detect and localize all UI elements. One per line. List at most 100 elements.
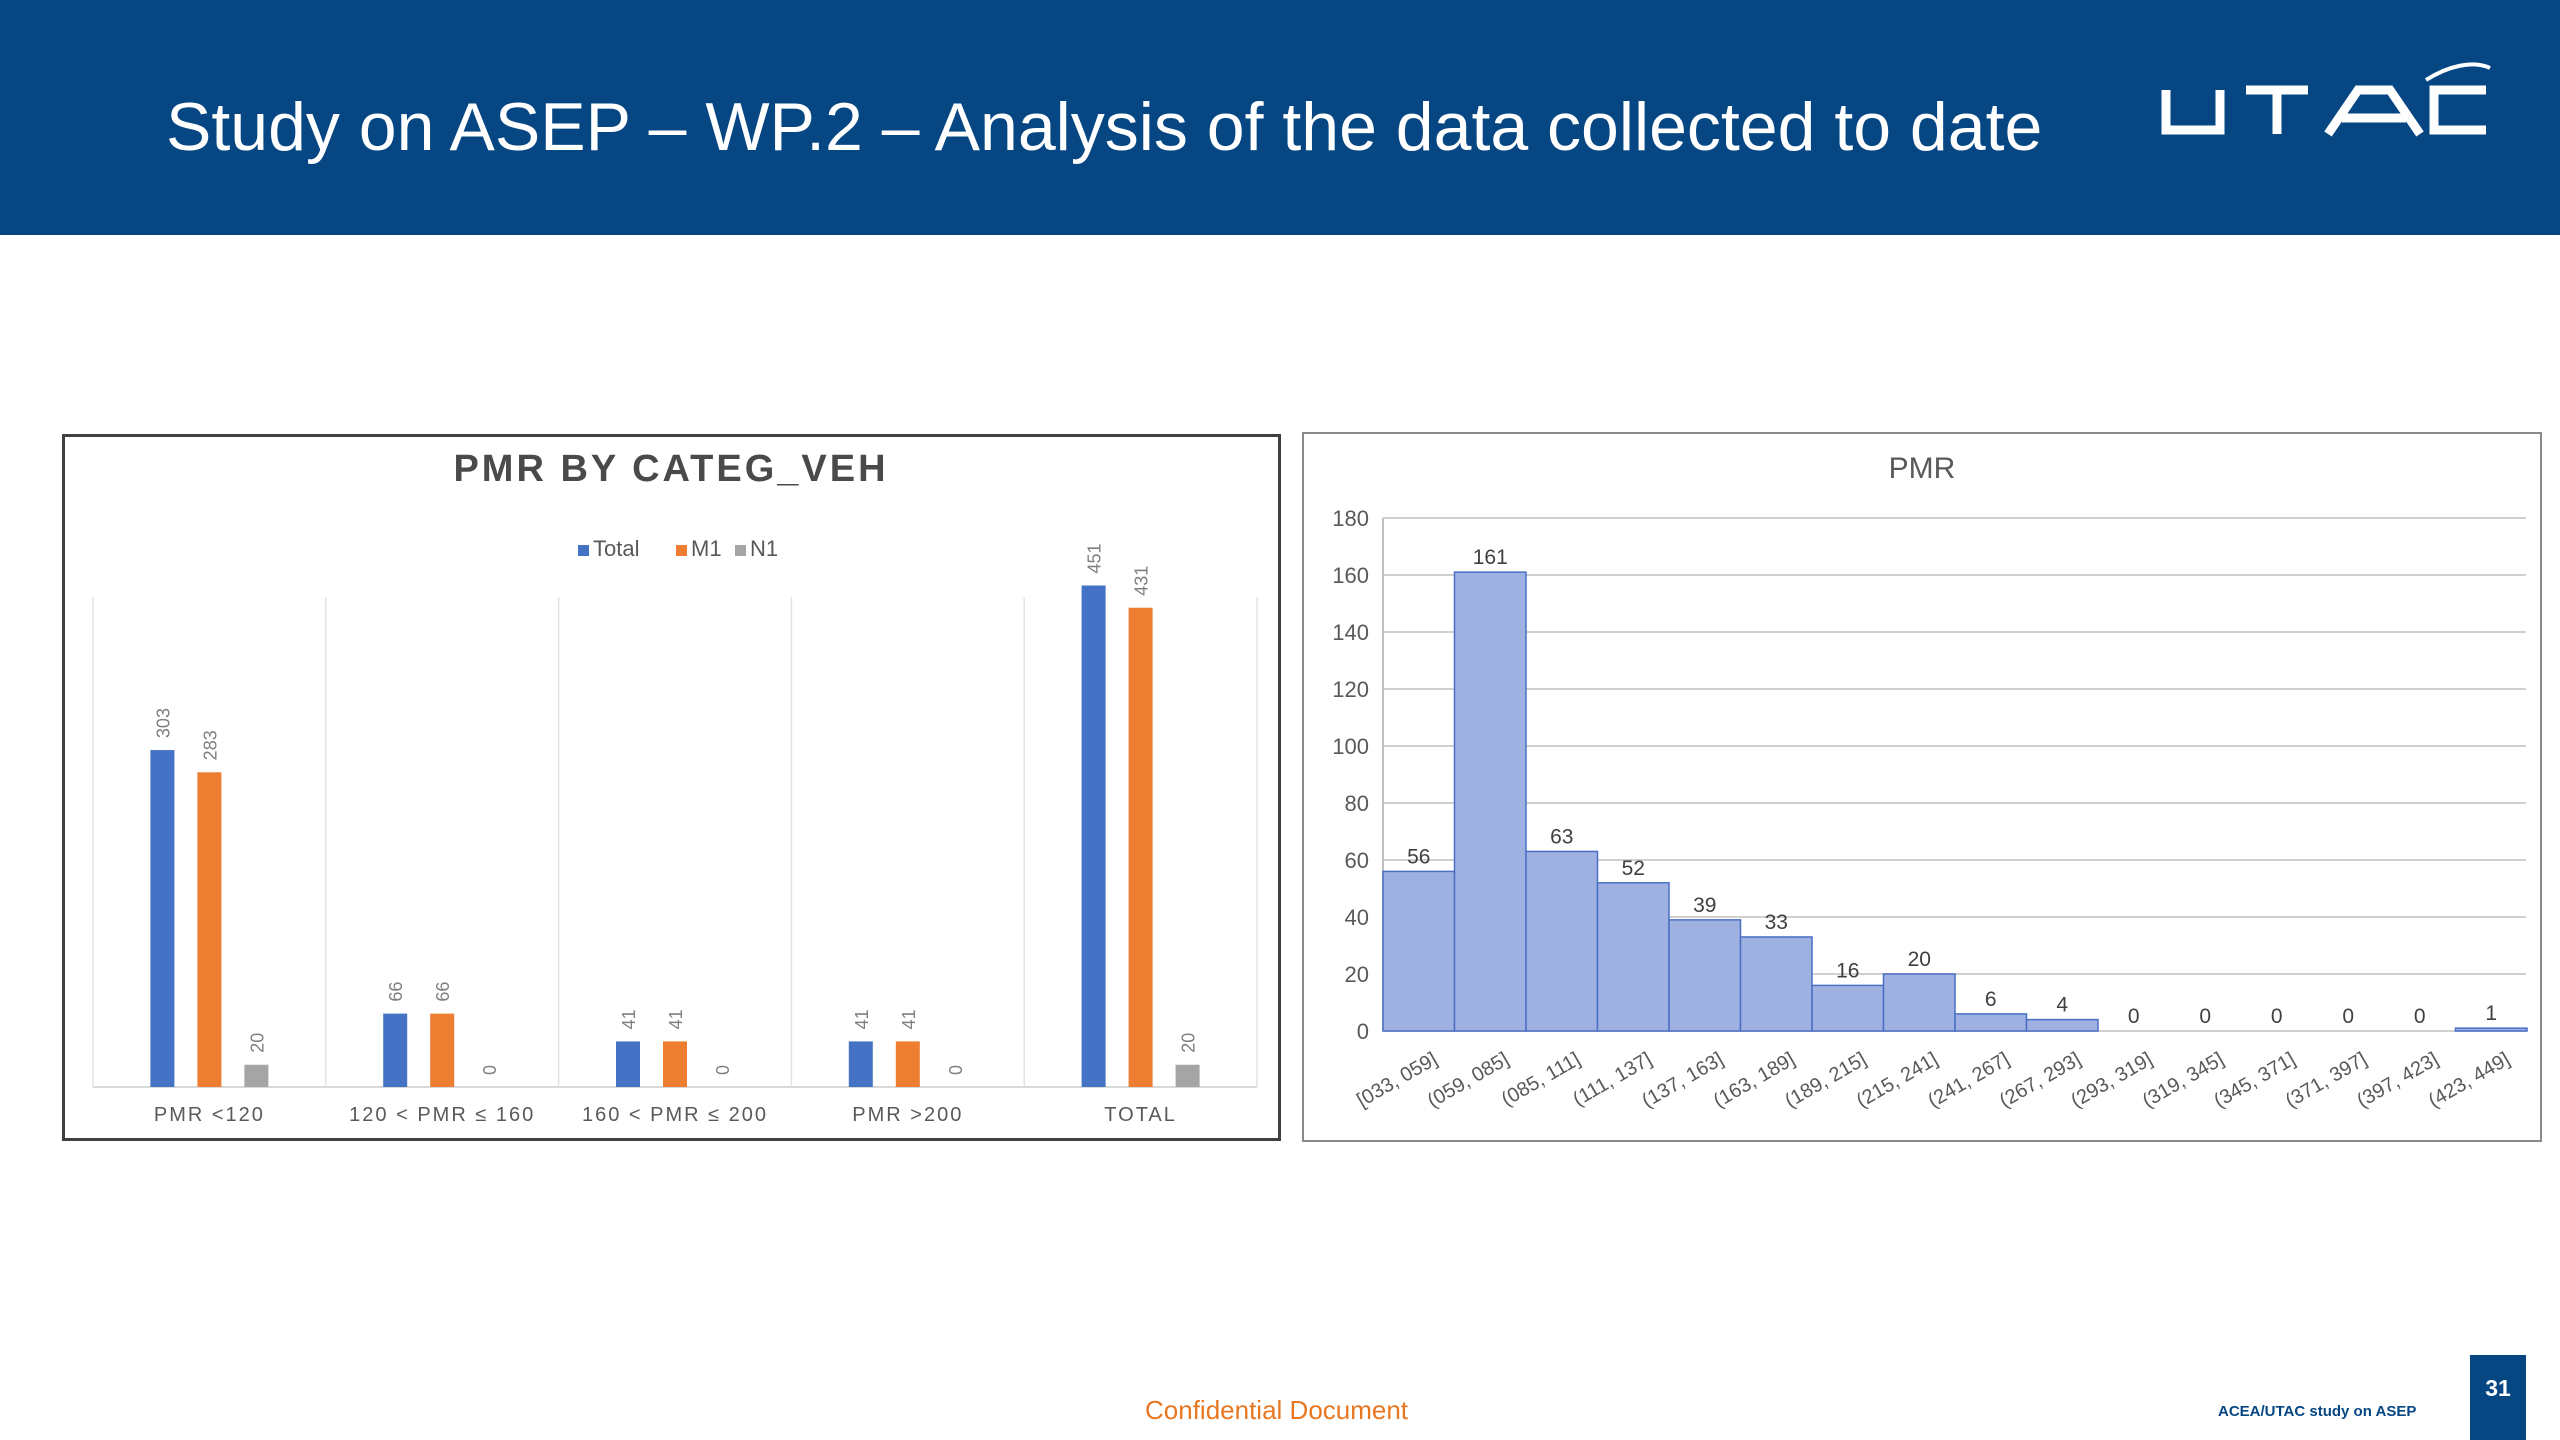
x-tick-label: (267, 293] — [1996, 1048, 2085, 1112]
slide-title: Study on ASEP – WP.2 – Analysis of the d… — [166, 89, 2043, 165]
y-tick-label: 100 — [1332, 734, 1369, 759]
histogram-bar — [1596, 882, 1670, 1032]
y-tick-label: 160 — [1332, 563, 1369, 588]
data-label: 39 — [1693, 894, 1716, 917]
data-label: 1 — [2485, 1002, 2497, 1025]
histogram-bar — [2025, 1018, 2099, 1032]
bar-total — [383, 1013, 408, 1087]
header-bar: Study on ASEP – WP.2 – Analysis of the d… — [0, 0, 2560, 235]
histogram-bar — [1382, 870, 1456, 1032]
data-label: 161 — [1473, 546, 1508, 569]
y-tick-label: 120 — [1332, 677, 1369, 702]
category-label: PMR <120 — [154, 1104, 265, 1126]
data-label: 4 — [2056, 994, 2068, 1017]
data-label: 0 — [2271, 1005, 2283, 1028]
data-label: 41 — [619, 1009, 639, 1029]
histogram-bar — [2454, 1027, 2528, 1032]
x-tick-label: (163, 189] — [1710, 1048, 1799, 1112]
histogram-bar — [1882, 973, 1956, 1032]
histogram-bar — [1525, 850, 1599, 1032]
data-label: 0 — [480, 1065, 500, 1075]
data-label: 0 — [2199, 1005, 2211, 1028]
x-tick-label: (189, 215] — [1781, 1048, 1870, 1112]
histogram-bar — [1954, 1013, 2028, 1032]
category-label: PMR >200 — [852, 1104, 963, 1126]
data-label: 66 — [433, 982, 453, 1002]
data-label: 20 — [1908, 948, 1931, 971]
y-tick-label: 80 — [1345, 791, 1369, 816]
bar-m1 — [1128, 607, 1153, 1087]
histogram-bar — [1453, 571, 1527, 1032]
y-tick-label: 60 — [1345, 848, 1369, 873]
x-tick-label: (215, 241] — [1853, 1048, 1942, 1112]
data-label: 41 — [666, 1009, 686, 1029]
x-tick-label: (137, 163] — [1638, 1048, 1727, 1112]
legend-swatch-n1 — [735, 545, 746, 556]
data-label: 52 — [1622, 857, 1645, 880]
x-tick-label: (293, 319] — [2067, 1048, 2156, 1112]
legend-label-m1: M1 — [691, 536, 722, 561]
x-tick-label: (345, 371] — [2210, 1048, 2299, 1112]
x-tick-label: (241, 267] — [1924, 1048, 2013, 1112]
x-tick-label: (319, 345] — [2139, 1048, 2228, 1112]
y-tick-label: 180 — [1332, 506, 1369, 531]
data-label: 20 — [1179, 1033, 1199, 1053]
bar-m1 — [197, 772, 222, 1087]
data-label: 63 — [1550, 825, 1573, 848]
data-label: 6 — [1985, 988, 1997, 1011]
page-number-box: 31 — [2470, 1355, 2526, 1440]
data-label: 0 — [713, 1065, 733, 1075]
data-label: 0 — [946, 1065, 966, 1075]
data-label: 283 — [200, 730, 220, 760]
histogram-bar — [1668, 919, 1742, 1032]
data-label: 0 — [2128, 1005, 2140, 1028]
bar-n1 — [244, 1064, 269, 1087]
data-label: 33 — [1765, 911, 1788, 934]
category-label: 160 < PMR ≤ 200 — [582, 1104, 768, 1126]
category-label: TOTAL — [1104, 1104, 1177, 1126]
y-tick-label: 140 — [1332, 620, 1369, 645]
bar-total — [1081, 585, 1106, 1087]
bar-m1 — [430, 1013, 455, 1087]
x-tick-label: (085, 111] — [1498, 1048, 1584, 1111]
histogram-bar — [1811, 984, 1885, 1032]
data-label: 41 — [852, 1009, 872, 1029]
data-label: 0 — [2414, 1005, 2426, 1028]
data-label: 16 — [1836, 959, 1859, 982]
x-tick-label: (397, 423] — [2353, 1048, 2442, 1112]
data-label: 303 — [153, 708, 173, 738]
bar-m1 — [663, 1041, 687, 1087]
page-number: 31 — [2485, 1375, 2511, 1401]
data-label: 451 — [1085, 543, 1105, 573]
data-label: 20 — [247, 1033, 267, 1053]
bar-total — [616, 1041, 640, 1087]
x-tick-label: (059, 085] — [1424, 1048, 1513, 1112]
bar-m1 — [895, 1041, 920, 1087]
histogram-bar — [1739, 936, 1813, 1032]
category-label: 120 < PMR ≤ 160 — [349, 1104, 535, 1126]
data-label: 66 — [386, 982, 406, 1002]
pmr-histogram-chart: PMR 0 20 40 60 80 100 120 140 160 180 56 [033, 059] 1… — [1302, 432, 2542, 1142]
legend-label-total: Total — [593, 536, 639, 561]
y-tick-label: 40 — [1345, 905, 1369, 930]
chart-title: PMR — [1889, 452, 1956, 485]
utac-logo — [2161, 62, 2491, 137]
data-label: 431 — [1132, 566, 1152, 596]
bar-total — [848, 1041, 873, 1087]
legend-swatch-m1 — [676, 545, 687, 556]
legend-swatch-total — [578, 545, 589, 556]
chart-title: PMR BY CATEG_VEH — [453, 448, 888, 490]
data-label: 56 — [1407, 845, 1430, 868]
data-label: 0 — [2342, 1005, 2354, 1028]
study-label: ACEA/UTAC study on ASEP — [2218, 1403, 2417, 1420]
x-tick-label: (371, 397] — [2282, 1048, 2371, 1112]
bar-total — [150, 750, 175, 1087]
legend-label-n1: N1 — [750, 536, 778, 561]
category-bar-chart-svg: PMR BY CATEG_VEH Total M1 N1 303 283 20 PMR <12… — [92, 448, 1258, 1126]
bar-n1 — [1175, 1064, 1200, 1087]
pmr-by-category-chart: PMR BY CATEG_VEH Total M1 N1 303 283 20 PMR <12… — [62, 434, 1281, 1141]
y-tick-label: 0 — [1357, 1019, 1369, 1044]
y-tick-label: 20 — [1345, 962, 1369, 987]
x-tick-label: (423, 449] — [2425, 1048, 2514, 1112]
